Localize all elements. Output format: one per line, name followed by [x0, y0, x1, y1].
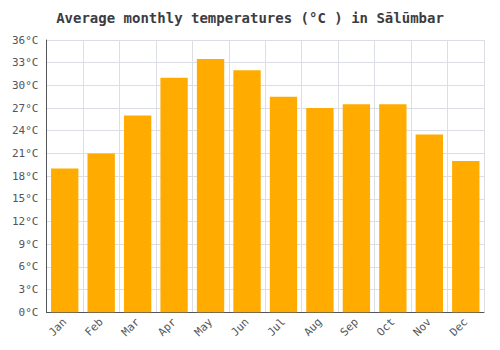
- svg-text:24°C: 24°C: [12, 124, 39, 137]
- svg-text:3°C: 3°C: [19, 283, 39, 296]
- svg-text:15°C: 15°C: [12, 192, 39, 205]
- svg-text:Nov: Nov: [411, 315, 434, 338]
- svg-text:33°C: 33°C: [12, 56, 39, 69]
- svg-text:Mar: Mar: [119, 315, 142, 338]
- svg-text:Aug: Aug: [301, 316, 324, 339]
- svg-text:30°C: 30°C: [12, 79, 39, 92]
- svg-text:Jun: Jun: [228, 316, 251, 339]
- svg-text:27°C: 27°C: [12, 102, 39, 115]
- svg-text:May: May: [192, 315, 215, 338]
- svg-text:Average monthly temperatures (: Average monthly temperatures (°C ) in Sā…: [56, 10, 444, 26]
- svg-text:9°C: 9°C: [19, 238, 39, 251]
- svg-text:Feb: Feb: [83, 316, 106, 339]
- svg-text:Sep: Sep: [338, 316, 361, 339]
- svg-text:Jan: Jan: [46, 316, 69, 339]
- svg-text:Jul: Jul: [265, 316, 288, 339]
- svg-text:0°C: 0°C: [19, 306, 39, 319]
- svg-text:Oct: Oct: [374, 316, 397, 339]
- svg-text:12°C: 12°C: [12, 215, 39, 228]
- svg-text:Dec: Dec: [447, 316, 470, 339]
- svg-text:Apr: Apr: [155, 315, 178, 338]
- svg-text:21°C: 21°C: [12, 147, 39, 160]
- svg-text:6°C: 6°C: [19, 260, 39, 273]
- svg-text:18°C: 18°C: [12, 170, 39, 183]
- svg-text:36°C: 36°C: [12, 34, 39, 47]
